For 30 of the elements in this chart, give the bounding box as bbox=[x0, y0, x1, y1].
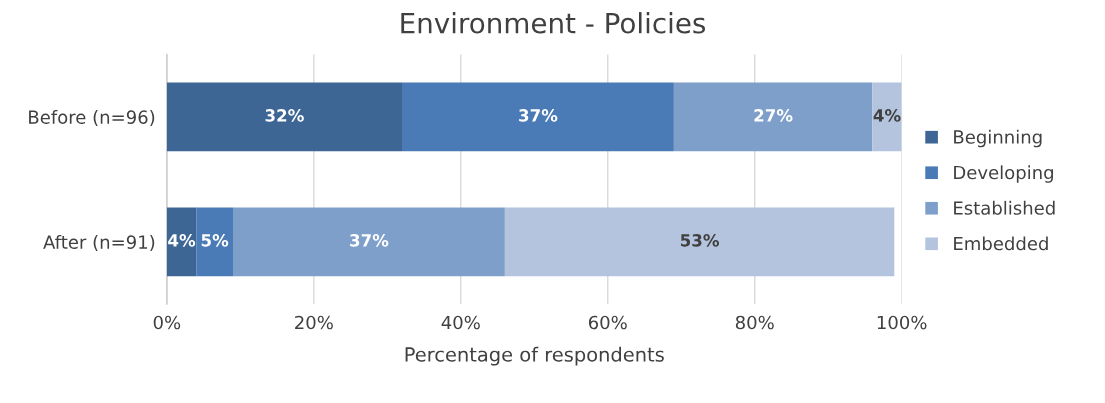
legend-label: Beginning bbox=[954, 129, 1042, 148]
data-label: 5% bbox=[201, 234, 229, 247]
data-label: 37% bbox=[519, 109, 558, 122]
chart-title: Environment - Policies bbox=[401, 12, 706, 34]
bar bbox=[196, 207, 233, 277]
bar bbox=[166, 207, 197, 277]
x-tick-label: 100% bbox=[877, 315, 927, 330]
data-label: 37% bbox=[350, 234, 389, 247]
bar bbox=[872, 82, 902, 152]
legend-label: Embedded bbox=[954, 236, 1048, 251]
x-tick-label: 20% bbox=[295, 315, 333, 330]
data-label: 4% bbox=[168, 234, 196, 247]
legend-label: Developing bbox=[954, 165, 1053, 183]
data-label: 27% bbox=[754, 109, 793, 122]
data-label: 32% bbox=[265, 109, 304, 122]
y-tick-label: Before (n=96) bbox=[29, 110, 155, 127]
x-tick-label: 60% bbox=[588, 315, 627, 330]
x-tick-label: 0% bbox=[153, 315, 181, 330]
x-tick-label: 80% bbox=[735, 315, 774, 330]
data-label: 4% bbox=[873, 109, 901, 122]
bar bbox=[166, 82, 402, 152]
bar bbox=[232, 207, 505, 277]
legend-label: Established bbox=[954, 200, 1055, 215]
x-tick-label: 40% bbox=[441, 315, 480, 330]
bar bbox=[673, 82, 873, 152]
bar bbox=[402, 82, 674, 152]
bar bbox=[504, 207, 895, 277]
y-tick-label: After (n=91) bbox=[43, 234, 155, 252]
data-label: 53% bbox=[680, 234, 720, 247]
x-axis-title: Percentage of respondents bbox=[405, 346, 664, 366]
